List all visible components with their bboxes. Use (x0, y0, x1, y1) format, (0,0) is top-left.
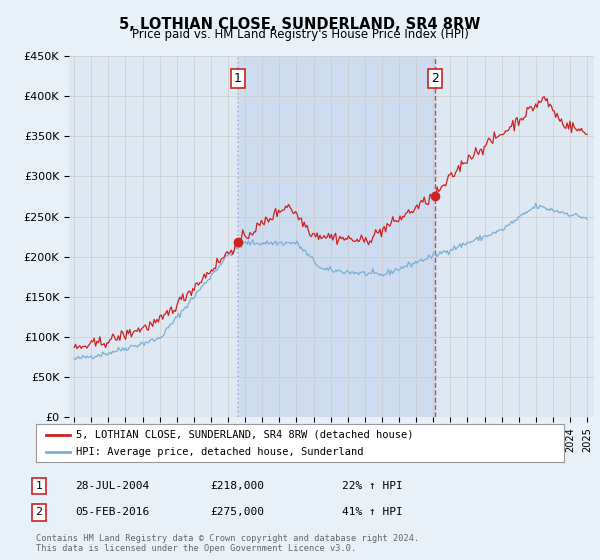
Text: 5, LOTHIAN CLOSE, SUNDERLAND, SR4 8RW (detached house): 5, LOTHIAN CLOSE, SUNDERLAND, SR4 8RW (d… (76, 430, 413, 440)
Text: Contains HM Land Registry data © Crown copyright and database right 2024.
This d: Contains HM Land Registry data © Crown c… (36, 534, 419, 553)
Text: Price paid vs. HM Land Registry's House Price Index (HPI): Price paid vs. HM Land Registry's House … (131, 28, 469, 41)
Text: £275,000: £275,000 (210, 507, 264, 517)
Text: £218,000: £218,000 (210, 481, 264, 491)
Text: 1: 1 (35, 481, 43, 491)
Text: 22% ↑ HPI: 22% ↑ HPI (342, 481, 403, 491)
Text: 1: 1 (234, 72, 242, 85)
Text: 2: 2 (431, 72, 439, 85)
Text: 28-JUL-2004: 28-JUL-2004 (75, 481, 149, 491)
Text: 05-FEB-2016: 05-FEB-2016 (75, 507, 149, 517)
Bar (238, 56, 435, 417)
Text: HPI: Average price, detached house, Sunderland: HPI: Average price, detached house, Sund… (76, 447, 363, 458)
Text: 5, LOTHIAN CLOSE, SUNDERLAND, SR4 8RW: 5, LOTHIAN CLOSE, SUNDERLAND, SR4 8RW (119, 17, 481, 32)
Text: 41% ↑ HPI: 41% ↑ HPI (342, 507, 403, 517)
Text: 2: 2 (35, 507, 43, 517)
